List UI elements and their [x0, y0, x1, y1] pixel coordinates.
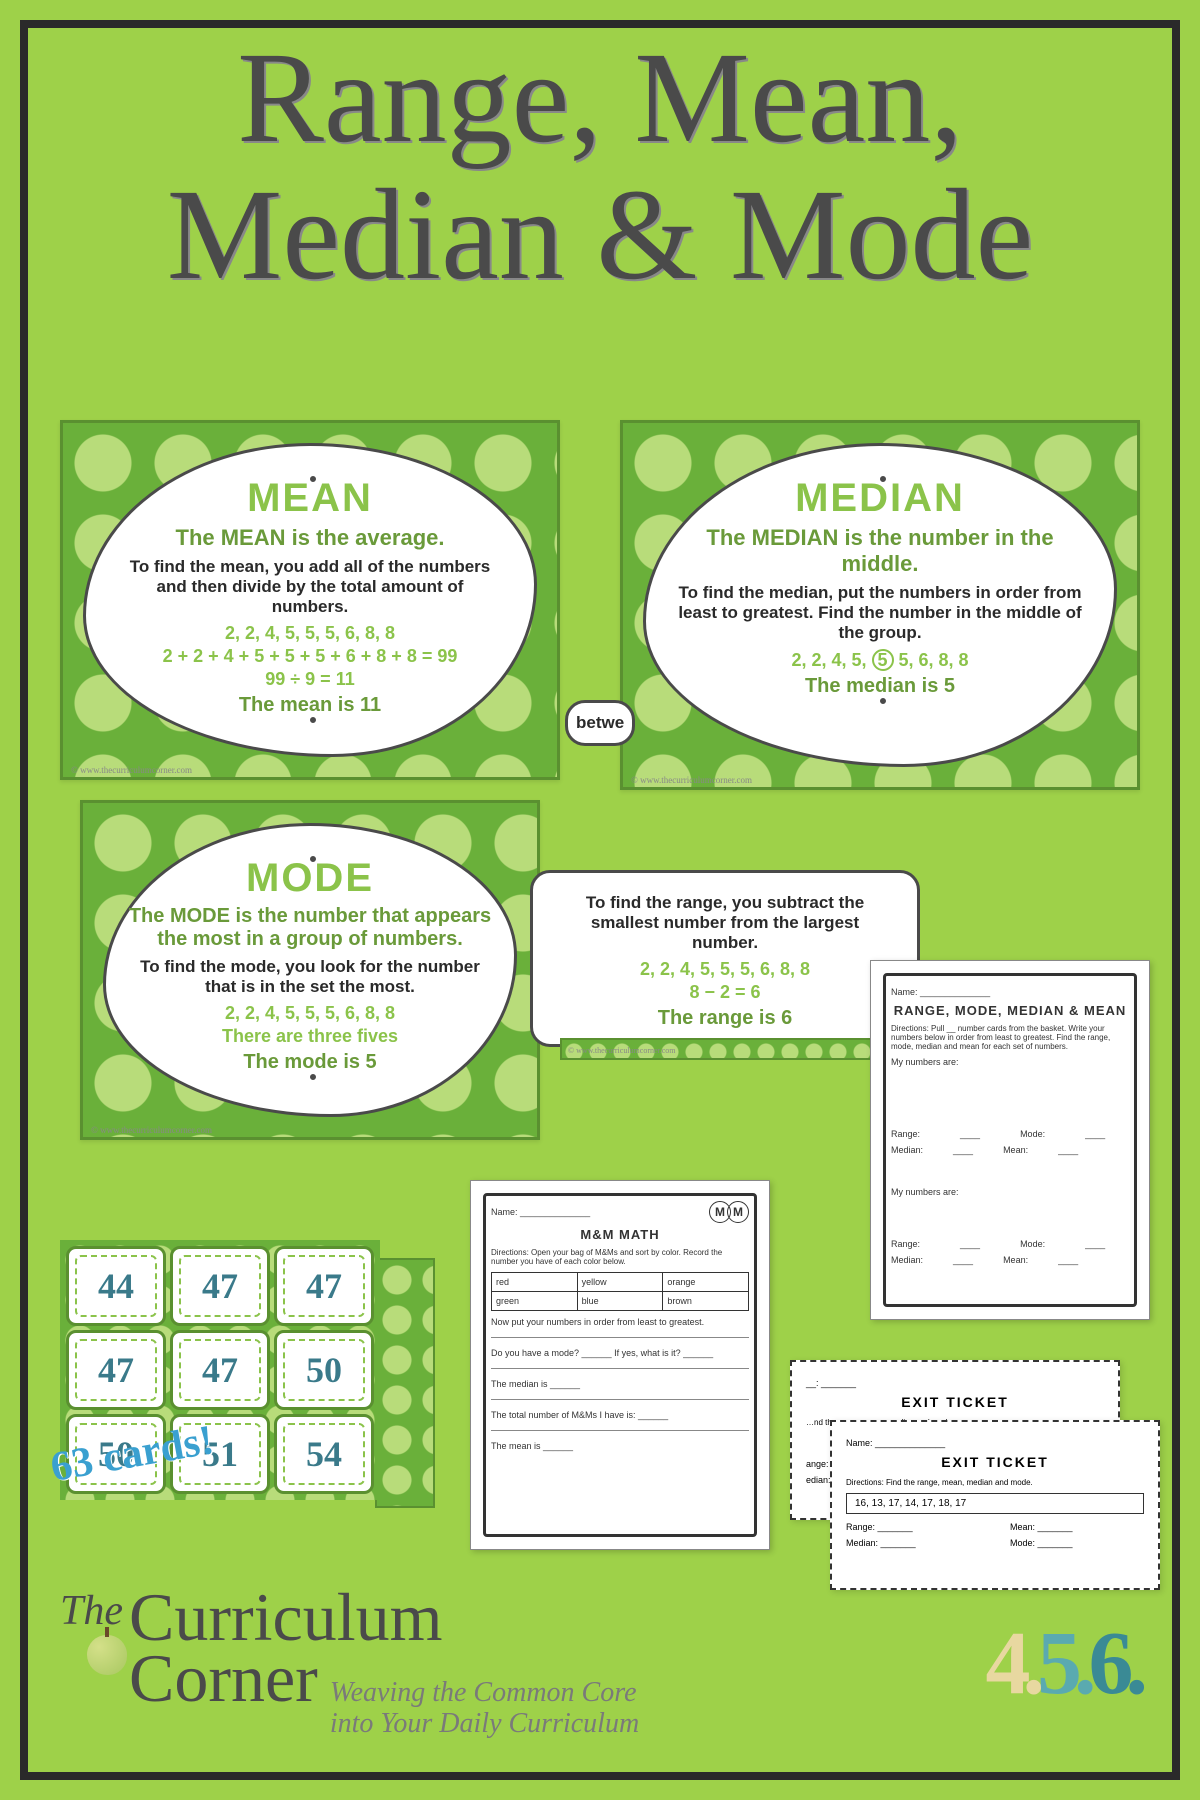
logo-tagline2: into Your Daily Curriculum	[330, 1709, 639, 1740]
median-data: 2, 2, 4, 5, 5 5, 6, 8, 8	[666, 649, 1094, 671]
logo-grades: 4.5.6.	[986, 1612, 1141, 1715]
mean-result: The mean is 11	[106, 694, 514, 717]
mean-title: MEAN	[106, 476, 514, 521]
page-title: Range, Mean, Median & Mode	[0, 30, 1200, 303]
worksheet-rmmm: Name: ______________ RANGE, MODE, MEDIAN…	[870, 960, 1150, 1320]
median-instruction: To find the median, put the numbers in o…	[676, 583, 1084, 643]
num-card: 50	[274, 1330, 374, 1410]
num-card: 54	[274, 1414, 374, 1494]
median-card: MEDIAN The MEDIAN is the number in the m…	[620, 420, 1140, 790]
mean-calc1: 2 + 2 + 4 + 5 + 5 + 5 + 6 + 8 + 8 = 99	[106, 646, 514, 667]
range-result: The range is 6	[553, 1007, 897, 1030]
mean-data: 2, 2, 4, 5, 5, 5, 6, 8, 8	[106, 623, 514, 644]
num-card: 47	[274, 1246, 374, 1326]
credit-text: © www.thecurriculumcorner.com	[91, 1125, 212, 1135]
range-calc: 8 − 2 = 6	[553, 982, 897, 1003]
title-line-1: Range, Mean,	[0, 30, 1200, 167]
title-line-2: Median & Mode	[0, 167, 1200, 304]
mean-calc2: 99 ÷ 9 = 11	[106, 669, 514, 690]
range-instruction: To find the range, you subtract the smal…	[563, 893, 887, 953]
median-result: The median is 5	[666, 675, 1094, 698]
num-card: 44	[66, 1246, 166, 1326]
logo-tagline1: Weaving the Common Core	[330, 1678, 639, 1709]
range-credit-strip: © www.thecurriculumcorner.com	[560, 1038, 900, 1060]
exit-data: 16, 13, 17, 14, 17, 18, 17	[846, 1493, 1144, 1514]
num-card: 47	[66, 1330, 166, 1410]
exit-ticket-front: Name: ______________ EXIT TICKET Directi…	[830, 1420, 1160, 1590]
mean-card: MEAN The MEAN is the average. To find th…	[60, 420, 560, 780]
ws-mm-title: M&M MATH	[491, 1227, 749, 1242]
ws-rmmm-title: RANGE, MODE, MEDIAN & MEAN	[891, 1003, 1129, 1018]
num-card: 47	[170, 1330, 270, 1410]
mm-icon: M M	[709, 1201, 749, 1223]
credit-text: © www.thecurriculumcorner.com	[631, 775, 752, 785]
logo: The Curriculum Corner Weaving the Common…	[60, 1587, 1140, 1740]
num-card: 47	[170, 1246, 270, 1326]
logo-the: The	[60, 1587, 123, 1635]
range-peek: betwe	[565, 700, 635, 746]
mm-color-table: redyelloworange greenbluebrown	[491, 1272, 749, 1311]
median-subtitle: The MEDIAN is the number in the middle.	[666, 525, 1094, 577]
mode-card: MODE The MODE is the number that appears…	[80, 800, 540, 1140]
apple-icon	[87, 1635, 127, 1675]
median-title: MEDIAN	[666, 476, 1094, 521]
mode-subtitle: The MODE is the number that appears the …	[126, 905, 494, 951]
mode-data: 2, 2, 4, 5, 5, 5, 6, 8, 8	[126, 1003, 494, 1024]
range-data: 2, 2, 4, 5, 5, 5, 6, 8, 8	[553, 959, 897, 980]
logo-line2: Corner	[129, 1648, 318, 1709]
mode-note: There are three fives	[126, 1026, 494, 1047]
logo-line1: Curriculum	[129, 1587, 639, 1648]
mode-instruction: To find the mode, you look for the numbe…	[136, 957, 484, 997]
mean-subtitle: The MEAN is the average.	[106, 525, 514, 551]
mode-result: The mode is 5	[126, 1051, 494, 1074]
credit-text: © www.thecurriculumcorner.com	[71, 765, 192, 775]
number-cards-back	[375, 1258, 435, 1508]
worksheet-mm-math: Name: ______________ M M M&M MATH Direct…	[470, 1180, 770, 1550]
mean-instruction: To find the mean, you add all of the num…	[116, 557, 504, 617]
range-card-fragment: To find the range, you subtract the smal…	[530, 870, 920, 1047]
mode-title: MODE	[126, 856, 494, 901]
